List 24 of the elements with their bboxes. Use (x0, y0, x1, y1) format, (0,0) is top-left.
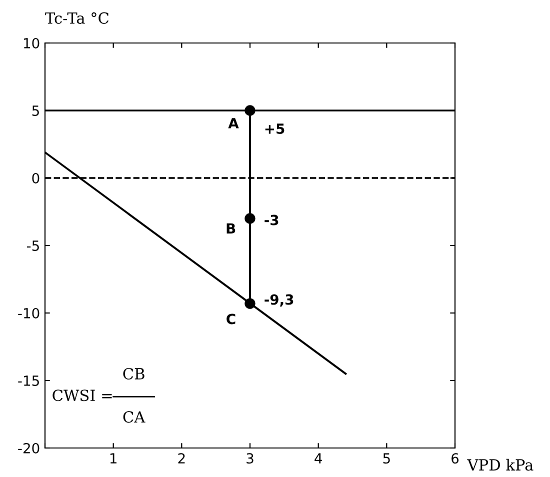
x-tick-label: 5 (383, 453, 390, 464)
annotation: CA (123, 411, 146, 423)
y-tick-label: 0 (32, 172, 40, 184)
annotation: A (228, 118, 239, 128)
y-tick-label: 5 (32, 106, 39, 116)
x-tick-label: 4 (314, 453, 322, 464)
x-tick-label: 3 (246, 453, 254, 464)
annotation: B (226, 223, 236, 234)
annotation: CWSI = (52, 390, 112, 402)
x-tick-label: 2 (178, 453, 185, 464)
y-tick-label: -10 (18, 308, 40, 318)
x-tick-label: 6 (452, 453, 459, 464)
y-tick-label: -20 (18, 442, 40, 454)
annotation: -3 (264, 214, 278, 226)
y-tick-label: -5 (26, 240, 39, 251)
x-axis-title: VPD kPa (467, 458, 534, 471)
annotation: CB (123, 368, 144, 380)
annotation: -9,3 (264, 294, 294, 307)
y-tick-label: 10 (24, 38, 40, 48)
y-tick-label: -15 (18, 376, 39, 386)
x-tick-label: 1 (110, 453, 116, 464)
y-axis-title: Tc-Ta °C (45, 12, 109, 24)
annotation: +5 (265, 124, 284, 134)
annotation: C (226, 314, 236, 324)
